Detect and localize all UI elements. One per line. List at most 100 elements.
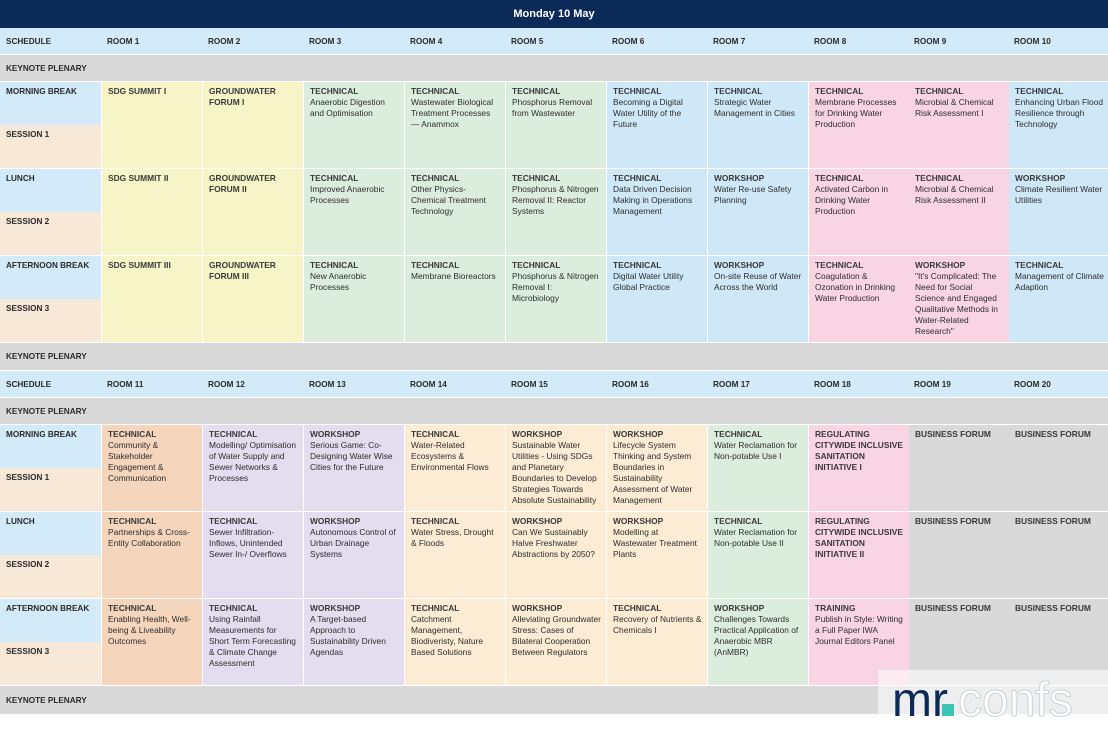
session-cell[interactable]: TECHNICAL Community & Stakeholder Engagem… [102,425,202,511]
session-type: TECHNICAL [108,429,157,439]
session-title: Modelling at Wastewater Treatment Plants [613,527,697,559]
break-label: LUNCH [6,517,35,526]
session-cell[interactable]: BUSINESS FORUM [909,425,1009,511]
session-cell[interactable]: GROUNDWATER FORUM I [203,82,303,168]
session-cell[interactable]: WORKSHOP Autonomous Control of Urban Drai… [304,512,404,598]
session-cell[interactable]: TECHNICAL Strategic Water Management in C… [708,82,808,168]
session-cell[interactable]: WORKSHOP Sustainable Water Utilities - Us… [506,425,606,511]
session-type: WORKSHOP [613,516,664,526]
session-title: Sustainable Water Utilities - Using SDGs… [512,440,597,505]
session-cell[interactable]: TECHNICAL Activated Carbon in Drinking Wa… [809,169,909,255]
session-cell[interactable]: TECHNICAL Wastewater Biological Treatment… [405,82,505,168]
session-cell[interactable]: TECHNICAL Coagulation & Ozonation in Drin… [809,256,909,342]
session-cell[interactable]: BUSINESS FORUM [1009,512,1108,598]
session-cell[interactable]: WORKSHOP Modelling at Wastewater Treatmen… [607,512,707,598]
room-header: ROOM 5 [505,28,606,54]
session-cell[interactable]: GROUNDWATER FORUM II [203,169,303,255]
session-title: Alleviating Groundwater Stress: Cases of… [512,614,601,657]
session-cell[interactable]: WORKSHOP Climate Resilient Water Utilitie… [1009,169,1108,255]
session-cell[interactable]: WORKSHOP Water Re-use Safety Planning [708,169,808,255]
session-cell[interactable]: TECHNICAL Enabling Health, Well-being & L… [102,599,202,685]
session-cell[interactable]: TECHNICAL Catchment Management, Biodiveri… [405,599,505,685]
session-cell[interactable]: TECHNICAL Phosphorus & Nitrogen Removal I… [506,169,606,255]
session-cell[interactable]: TECHNICAL Water Reclamation for Non-potab… [708,425,808,511]
session-cell[interactable]: TECHNICAL Phosphorus & Nitrogen Removal I… [506,256,606,342]
room-name: ROOM 9 [914,36,947,46]
room-name: ROOM 6 [612,36,645,46]
session-cell[interactable]: REGULATING CITYWIDE INCLUSIVE SANITATION… [809,425,909,511]
schedule-header-label: SCHEDULE [0,28,101,54]
session-cell[interactable]: TECHNICAL Enhancing Urban Flood Resilienc… [1009,82,1108,168]
session-cell[interactable]: TECHNICAL Modelling/ Optimisation of Wate… [203,425,303,511]
session-cell[interactable]: TRAINING Publish in Style: Writing a Full… [809,599,909,685]
time-label-break: AFTERNOON BREAK [0,256,101,299]
session-cell[interactable]: TECHNICAL Water-Related Ecosystems & Envi… [405,425,505,511]
session-cell[interactable]: WORKSHOP On-site Reuse of Water Across th… [708,256,808,342]
session-cell[interactable]: TECHNICAL Improved Anaerobic Processes [304,169,404,255]
session-cell[interactable]: WORKSHOP Lifecycle System Thinking and Sy… [607,425,707,511]
session-title: Data Driven Decision Making in Operation… [613,184,693,216]
session-cell[interactable]: SDG SUMMIT III [102,256,202,342]
session-title: Climate Resilient Water Utilities [1015,184,1103,205]
session-title: Enhancing Urban Flood Resilience through… [1015,97,1103,129]
session-type: TECHNICAL [512,260,561,270]
session-cell[interactable]: TECHNICAL Partnerships & Cross-Entity Col… [102,512,202,598]
session-cell[interactable]: WORKSHOP Challenges Towards Practical App… [708,599,808,685]
session-type: TECHNICAL [714,516,763,526]
session-cell[interactable]: TECHNICAL Water Reclamation for Non-potab… [708,512,808,598]
session-type: WORKSHOP [1015,173,1066,183]
session-cell[interactable]: BUSINESS FORUM [909,512,1009,598]
session-type: WORKSHOP [714,260,765,270]
session-type: TECHNICAL [1015,260,1064,270]
session-cell[interactable]: TECHNICAL Phosphorus Removal from Wastewa… [506,82,606,168]
time-label-session: SESSION 3 [0,642,101,685]
session-cell[interactable]: WORKSHOP Can We Sustainably Halve Freshwa… [506,512,606,598]
session-cell[interactable]: TECHNICAL Anaerobic Digestion and Optimis… [304,82,404,168]
session-type: WORKSHOP [613,429,664,439]
room-header: ROOM 9 [908,28,1009,54]
session-type: BUSINESS FORUM [915,603,991,613]
session-type: TECHNICAL [815,173,864,183]
session-cell[interactable]: TECHNICAL Management of Climate Adaption [1009,256,1108,342]
session-cell[interactable]: WORKSHOP Alleviating Groundwater Stress: … [506,599,606,685]
session-cell[interactable]: TECHNICAL Becoming a Digital Water Utilit… [607,82,707,168]
session-cell[interactable]: TECHNICAL Microbial & Chemical Risk Asses… [909,82,1009,168]
session-cell[interactable]: BUSINESS FORUM [1009,425,1108,511]
session-cell[interactable]: WORKSHOP A Target-based Approach to Susta… [304,599,404,685]
session-type: WORKSHOP [310,429,361,439]
session-cell[interactable]: TECHNICAL Sewer Infiltration-Inflows, Uni… [203,512,303,598]
session-type: WORKSHOP [310,516,361,526]
session-cell[interactable]: TECHNICAL New Anaerobic Processes [304,256,404,342]
session-title: Autonomous Control of Urban Drainage Sys… [310,527,396,559]
logo-text-left: mr [892,674,948,725]
session-cell[interactable]: TECHNICAL Other Physics-Chemical Treatmen… [405,169,505,255]
session-type: BUSINESS FORUM [915,429,991,439]
session-type: TECHNICAL [108,603,157,613]
session-cell[interactable]: TECHNICAL Using Rainfall Measurements for… [203,599,303,685]
schedule-header-row [0,371,1108,397]
session-cell[interactable]: TECHNICAL Data Driven Decision Making in … [607,169,707,255]
room-header: ROOM 20 [1008,371,1108,397]
session-cell[interactable]: TECHNICAL Digital Water Utility Global Pr… [607,256,707,342]
session-cell[interactable]: WORKSHOP "It's Complicated: The Need for … [909,256,1009,342]
session-cell[interactable]: TECHNICAL Microbial & Chemical Risk Asses… [909,169,1009,255]
session-type: TECHNICAL [613,86,662,96]
session-cell[interactable]: REGULATING CITYWIDE INCLUSIVE SANITATION… [809,512,909,598]
room-header: ROOM 11 [101,371,202,397]
session-cell[interactable]: WORKSHOP Serious Game: Co-Designing Water… [304,425,404,511]
session-cell[interactable]: TECHNICAL Membrane Bioreactors [405,256,505,342]
session-cell[interactable]: TECHNICAL Recovery of Nutrients & Chemica… [607,599,707,685]
session-cell[interactable]: GROUNDWATER FORUM III [203,256,303,342]
session-type: WORKSHOP [915,260,966,270]
session-type: TECHNICAL [915,86,964,96]
session-type: TECHNICAL [411,429,460,439]
session-title: Water Reclamation for Non-potable Use I [714,440,798,461]
session-cell[interactable]: SDG SUMMIT I [102,82,202,168]
session-type: BUSINESS FORUM [1015,603,1091,613]
session-cell[interactable]: SDG SUMMIT II [102,169,202,255]
room-name: ROOM 4 [410,36,443,46]
session-cell[interactable]: TECHNICAL Membrane Processes for Drinking… [809,82,909,168]
room-header: ROOM 8 [808,28,909,54]
time-label-break: LUNCH [0,169,101,212]
session-cell[interactable]: TECHNICAL Water Stress, Drought & Floods [405,512,505,598]
